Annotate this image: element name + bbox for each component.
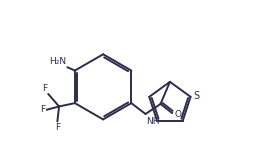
Text: F: F <box>55 124 60 132</box>
Text: H₂N: H₂N <box>50 57 67 66</box>
Text: O: O <box>174 110 181 119</box>
Text: F: F <box>42 84 47 93</box>
Text: NH: NH <box>146 117 160 126</box>
Text: F: F <box>40 105 45 114</box>
Text: S: S <box>193 91 199 101</box>
